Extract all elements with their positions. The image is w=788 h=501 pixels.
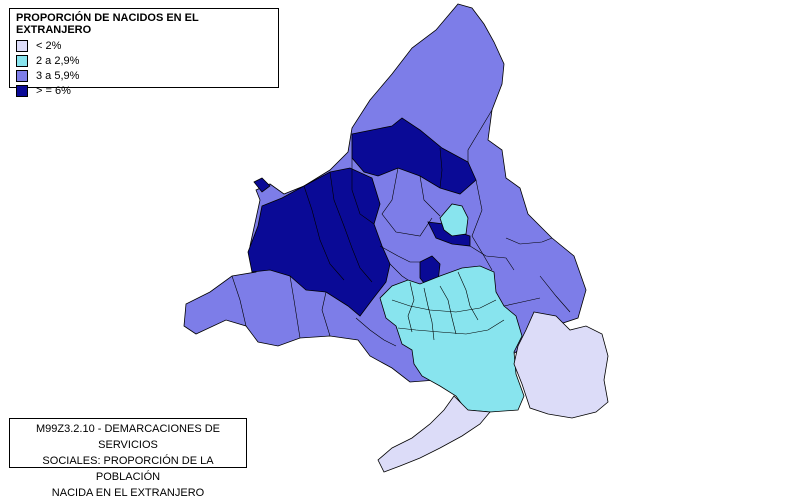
- legend-item: 3 a 5,9%: [16, 68, 272, 83]
- legend-swatch: [16, 84, 28, 97]
- legend-box: PROPORCIÓN DE NACIDOS EN EL EXTRANJERO <…: [9, 8, 279, 97]
- legend-item: < 2%: [16, 38, 272, 53]
- legend-label: < 2%: [36, 39, 62, 52]
- region-cyan-north: [439, 203, 469, 237]
- caption-line: SOCIALES: PROPORCIÓN DE LA POBLACIÓN: [42, 455, 214, 483]
- madrid-region-map: [183, 3, 609, 473]
- legend-label: 3 a 5,9%: [36, 69, 80, 82]
- legend-swatch: [16, 39, 28, 52]
- region-cyan-south: [379, 265, 525, 413]
- legend-label: > = 6%: [36, 84, 71, 97]
- caption-line: M99Z3.2.10 - DEMARCACIONES DE SERVICIOS: [36, 423, 220, 451]
- region-lavender-southeast: [513, 311, 609, 419]
- legend-swatch: [16, 69, 28, 82]
- legend-label: 2 a 2,9%: [36, 54, 80, 67]
- caption-line: NACIDA EN EL EXTRANJERO: [51, 487, 205, 499]
- region-dark-blue-west: [247, 167, 391, 317]
- legend-title: PROPORCIÓN DE NACIDOS EN EL EXTRANJERO: [16, 12, 199, 36]
- district-boundaries: [231, 109, 571, 347]
- region-lavender-south-tail: [377, 395, 491, 473]
- region-dark-blue-north: [351, 117, 477, 195]
- legend-item: 2 a 2,9%: [16, 53, 272, 68]
- map-caption: M99Z3.2.10 - DEMARCACIONES DE SERVICIOS …: [9, 418, 247, 499]
- legend-swatch: [16, 54, 28, 67]
- legend-item: > = 6%: [16, 83, 272, 98]
- island-west: [253, 177, 271, 193]
